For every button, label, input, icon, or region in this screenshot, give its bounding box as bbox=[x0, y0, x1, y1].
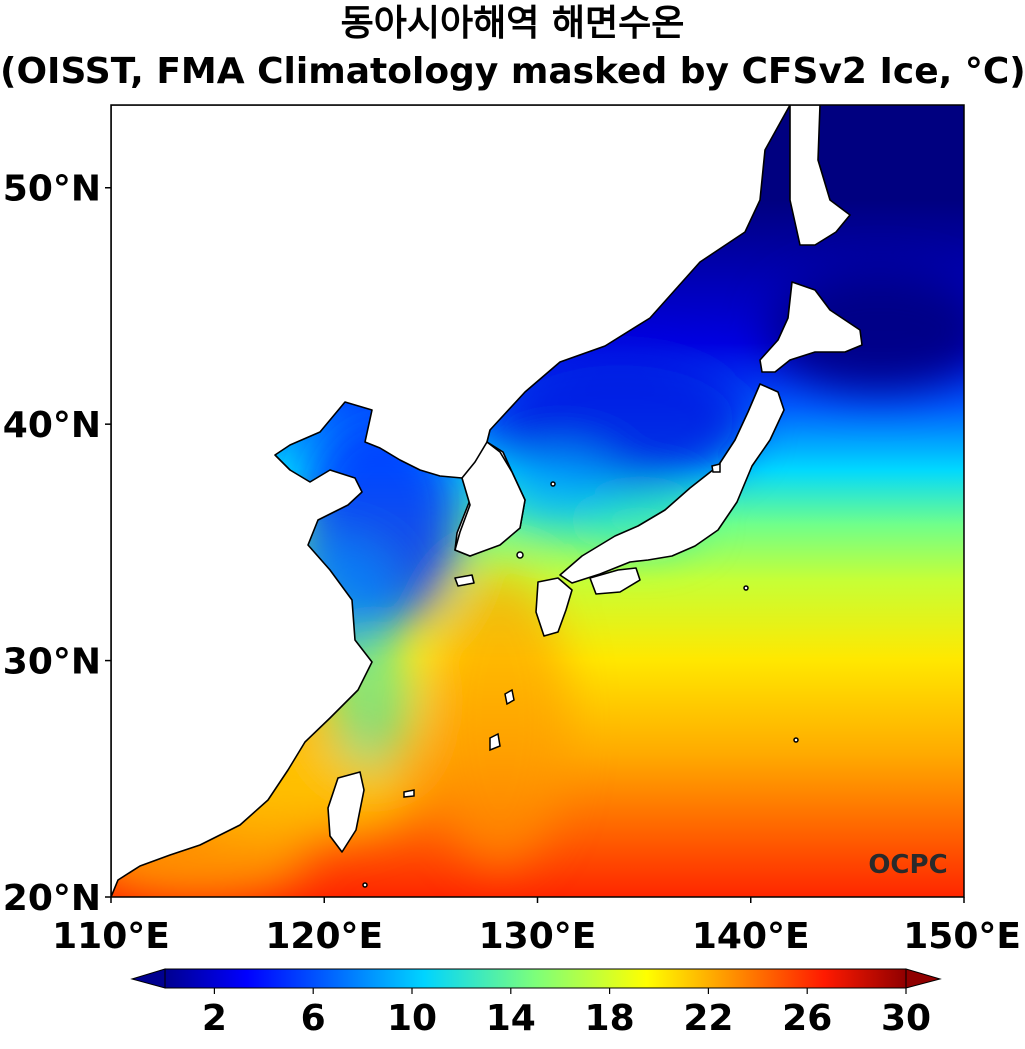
y-tick-label: 30°N bbox=[3, 642, 101, 683]
x-tick-label: 140°E bbox=[692, 916, 810, 957]
y-tick-label: 50°N bbox=[3, 169, 101, 210]
colorbar-tick-label: 26 bbox=[782, 998, 832, 1039]
map-title: 동아시아해역 해면수온 bbox=[340, 3, 685, 44]
colorbar-tick-label: 14 bbox=[486, 998, 536, 1039]
x-axis-ticks: 110°E 120°E 130°E 140°E 150°E bbox=[52, 897, 1021, 957]
colorbar-tick-label: 22 bbox=[683, 998, 733, 1039]
map-subtitle: (OISST, FMA Climatology masked by CFSv2 … bbox=[0, 51, 1025, 92]
x-tick-label: 110°E bbox=[52, 916, 170, 957]
colorbar-tick-label: 2 bbox=[202, 998, 227, 1039]
x-tick-label: 150°E bbox=[903, 916, 1021, 957]
colorbar-tick-label: 18 bbox=[585, 998, 635, 1039]
colorbar-ticks: 2 6 10 14 18 22 26 30 bbox=[202, 988, 931, 1039]
landmass bbox=[111, 105, 863, 897]
x-tick-label: 130°E bbox=[479, 916, 597, 957]
x-tick-label: 120°E bbox=[265, 916, 383, 957]
ocpc-logo: OCPC bbox=[868, 850, 947, 880]
small-islands bbox=[362, 463, 799, 888]
colorbar-extend-low bbox=[130, 968, 166, 989]
y-tick-label: 40°N bbox=[3, 405, 101, 446]
colorbar-extend-high bbox=[905, 968, 942, 989]
colorbar-tick-label: 6 bbox=[301, 998, 326, 1039]
colorbar-tick-label: 10 bbox=[387, 998, 437, 1039]
colorbar: 2 6 10 14 18 22 26 30 bbox=[130, 968, 942, 1039]
colorbar-tick-label: 30 bbox=[881, 998, 931, 1039]
colorbar-body bbox=[164, 968, 907, 989]
y-axis-ticks: 20°N 30°N 40°N 50°N bbox=[3, 169, 111, 919]
y-tick-label: 20°N bbox=[3, 878, 101, 919]
map-plot-area: OCPC bbox=[111, 105, 964, 897]
